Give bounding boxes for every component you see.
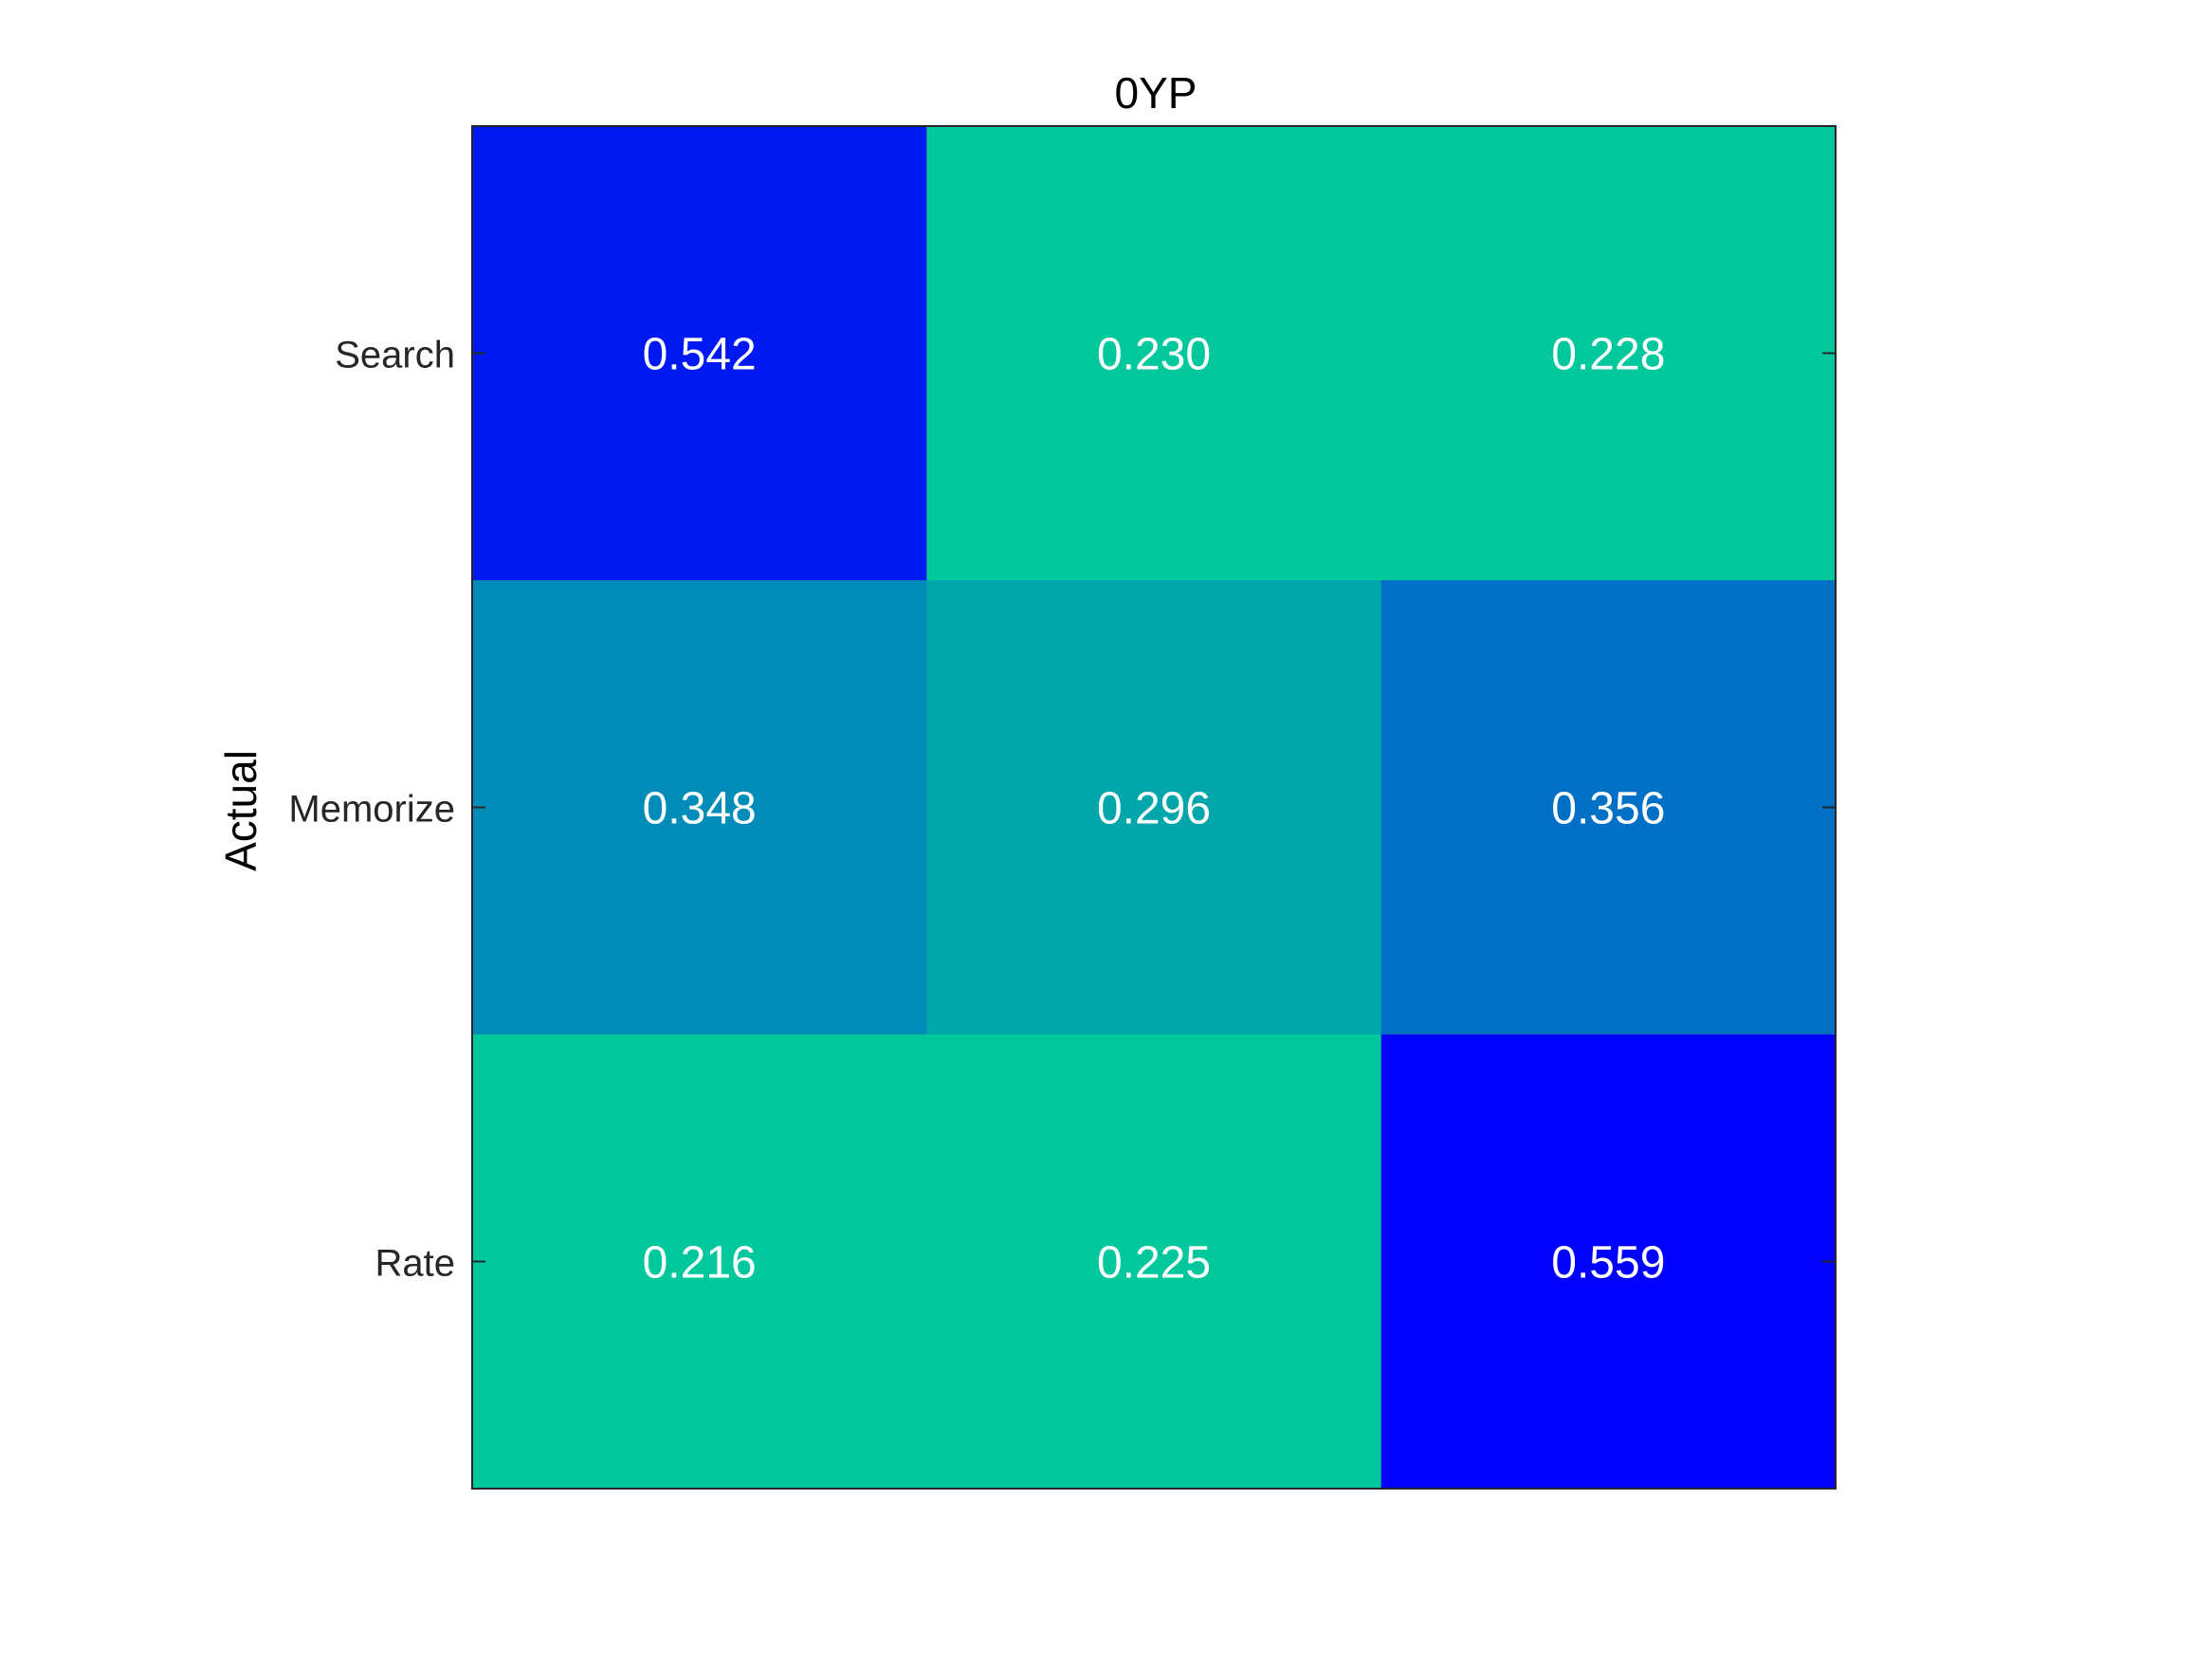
cell-value-r1-c2: 0.230 [1097,330,1211,380]
heatmap-cell-r3-c2 [926,1034,1382,1490]
heatmap-cells [472,126,1837,1490]
heatmap-cell-r3-c3 [1380,1034,1837,1490]
cell-value-r1-c1: 0.542 [643,330,757,380]
cell-value-r2-c2: 0.296 [1097,784,1211,834]
y-tick-label-2: Memorize [288,789,455,831]
cell-value-r2-c1: 0.348 [643,784,757,834]
heatmap-cell-r1-c2 [926,126,1382,581]
cell-value-r1-c3: 0.228 [1551,330,1665,380]
y-tick-label-1: Search [335,335,455,376]
y-tick-label-3: Rate [375,1243,456,1285]
cell-value-r3-c3: 0.559 [1551,1238,1665,1289]
cell-value-r3-c2: 0.225 [1097,1238,1211,1289]
plot-frame [471,125,1837,1490]
axis-ticks [472,352,1836,1263]
chart-title: 0YP [1115,68,1197,118]
cell-value-r3-c1: 0.216 [643,1238,757,1289]
cell-value-labels: 0.542 0.230 0.228 0.348 0.296 0.356 0.216 0.225… [643,330,1666,1289]
y-axis-label: Actual [216,750,265,871]
y-tick-labels: Search Memorize Rate [288,335,455,1285]
heatmap-cell-r1-c1 [472,126,927,581]
heatmap-cell-r1-c3 [1380,126,1837,581]
heatmap-cell-r2-c2 [926,580,1382,1035]
cell-value-r2-c3: 0.356 [1551,784,1665,834]
heatmap-cell-r2-c3 [1380,580,1837,1035]
heatmap-cell-r2-c1 [472,580,927,1035]
heatmap-cell-r3-c1 [472,1034,927,1490]
